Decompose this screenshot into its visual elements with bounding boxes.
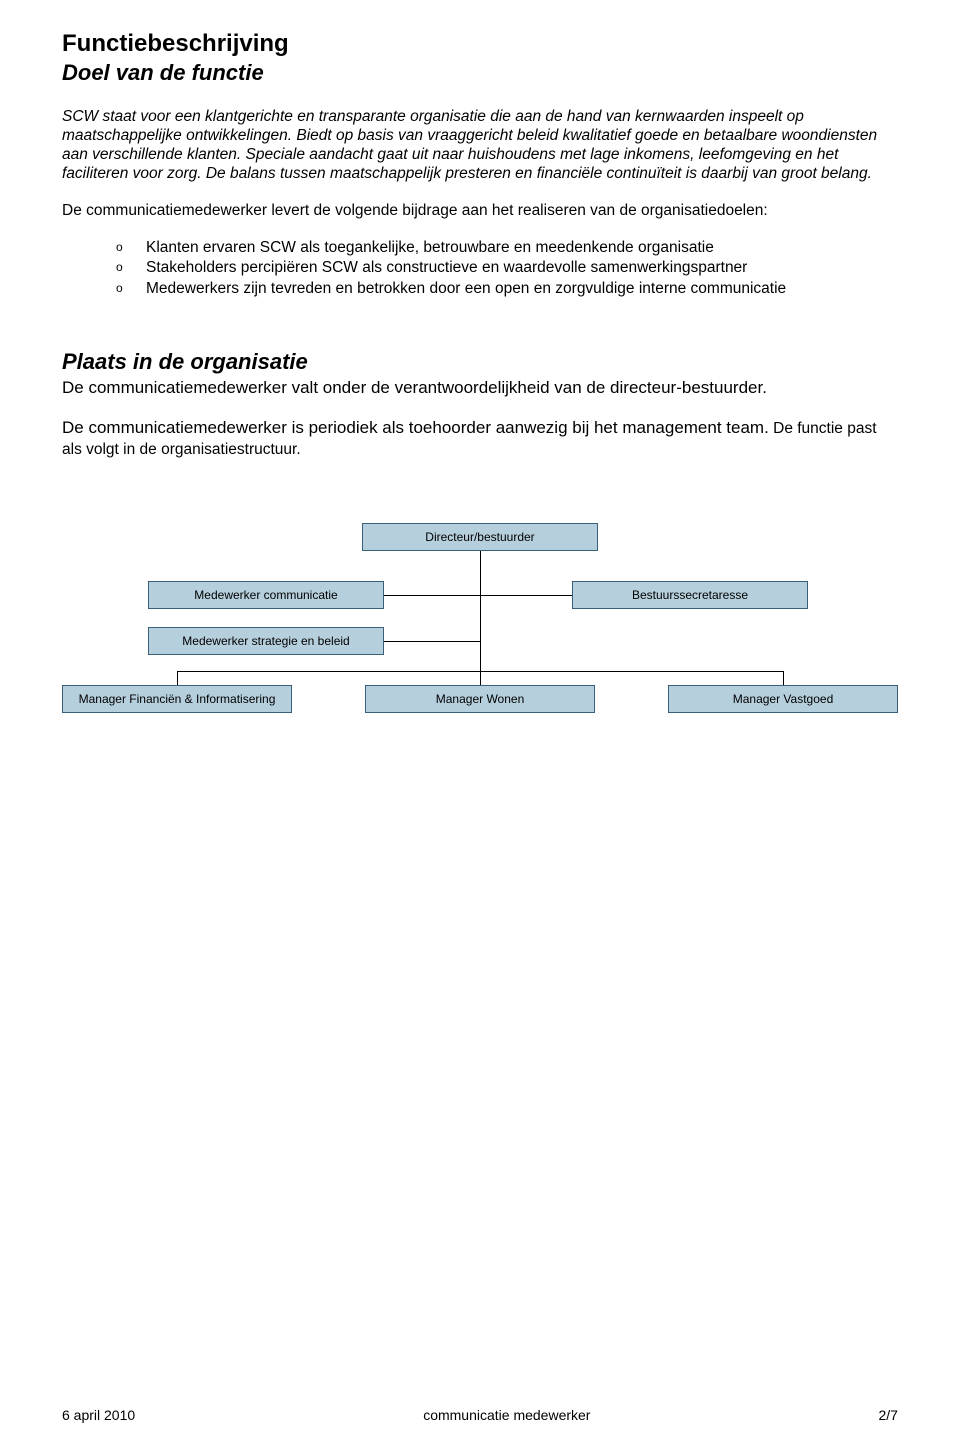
page-footer: 6 april 2010 communicatie medewerker 2/7 bbox=[62, 1407, 898, 1423]
org-node-label: Manager Vastgoed bbox=[733, 692, 834, 706]
bullet-marker: o bbox=[116, 260, 123, 275]
org-node-manager-financien: Manager Financiën & Informatisering bbox=[62, 685, 292, 713]
org-node-medewerker-strategie: Medewerker strategie en beleid bbox=[148, 627, 384, 655]
org-node-medewerker-communicatie: Medewerker communicatie bbox=[148, 581, 384, 609]
org-node-director: Directeur/bestuurder bbox=[362, 523, 598, 551]
org-chart: Directeur/bestuurder Medewerker communic… bbox=[62, 523, 898, 773]
list-item: o Stakeholders percipiëren SCW als const… bbox=[116, 259, 898, 278]
page-title: Functiebeschrijving bbox=[62, 30, 898, 58]
org-node-bestuurssecretaresse: Bestuurssecretaresse bbox=[572, 581, 808, 609]
org-conn-mid-bottom bbox=[384, 641, 480, 642]
org-conn-drop-3 bbox=[783, 671, 784, 685]
org-node-manager-vastgoed: Manager Vastgoed bbox=[668, 685, 898, 713]
org-node-label: Manager Financiën & Informatisering bbox=[79, 692, 276, 706]
bullet-marker: o bbox=[116, 281, 123, 296]
list-item-text: Klanten ervaren SCW als toegankelijke, b… bbox=[146, 239, 714, 256]
org-node-manager-wonen: Manager Wonen bbox=[365, 685, 595, 713]
intro-paragraph-1: SCW staat voor een klantgerichte en tran… bbox=[62, 108, 898, 184]
org-node-label: Medewerker strategie en beleid bbox=[182, 634, 349, 648]
org-node-label: Medewerker communicatie bbox=[194, 588, 337, 602]
intro-paragraph-2: De communicatiemedewerker levert de volg… bbox=[62, 202, 898, 221]
bullet-marker: o bbox=[116, 240, 123, 255]
section2-p2-part-a: De communicatiemedewerker is periodiek a… bbox=[62, 418, 769, 437]
section2-paragraph-2: De communicatiemedewerker is periodiek a… bbox=[62, 417, 898, 460]
org-conn-mid-top bbox=[384, 595, 572, 596]
section-subtitle-doel: Doel van de functie bbox=[62, 60, 898, 86]
footer-page: 2/7 bbox=[879, 1407, 898, 1423]
org-conn-trunk bbox=[480, 551, 481, 671]
org-conn-drop-2 bbox=[480, 671, 481, 685]
footer-date: 6 april 2010 bbox=[62, 1407, 135, 1423]
list-item: o Medewerkers zijn tevreden en betrokken… bbox=[116, 280, 898, 299]
org-conn-drop-1 bbox=[177, 671, 178, 685]
footer-center: communicatie medewerker bbox=[423, 1407, 590, 1423]
contribution-list: o Klanten ervaren SCW als toegankelijke,… bbox=[62, 239, 898, 300]
section-subtitle-plaats: Plaats in de organisatie bbox=[62, 349, 898, 375]
footer-page-total: /7 bbox=[886, 1407, 898, 1423]
org-node-label: Directeur/bestuurder bbox=[425, 530, 534, 544]
list-item-text: Medewerkers zijn tevreden en betrokken d… bbox=[146, 280, 786, 297]
org-node-label: Manager Wonen bbox=[436, 692, 525, 706]
section2-paragraph-1: De communicatiemedewerker valt onder de … bbox=[62, 377, 898, 398]
list-item-text: Stakeholders percipiëren SCW als constru… bbox=[146, 259, 747, 276]
list-item: o Klanten ervaren SCW als toegankelijke,… bbox=[116, 239, 898, 258]
org-node-label: Bestuurssecretaresse bbox=[632, 588, 748, 602]
